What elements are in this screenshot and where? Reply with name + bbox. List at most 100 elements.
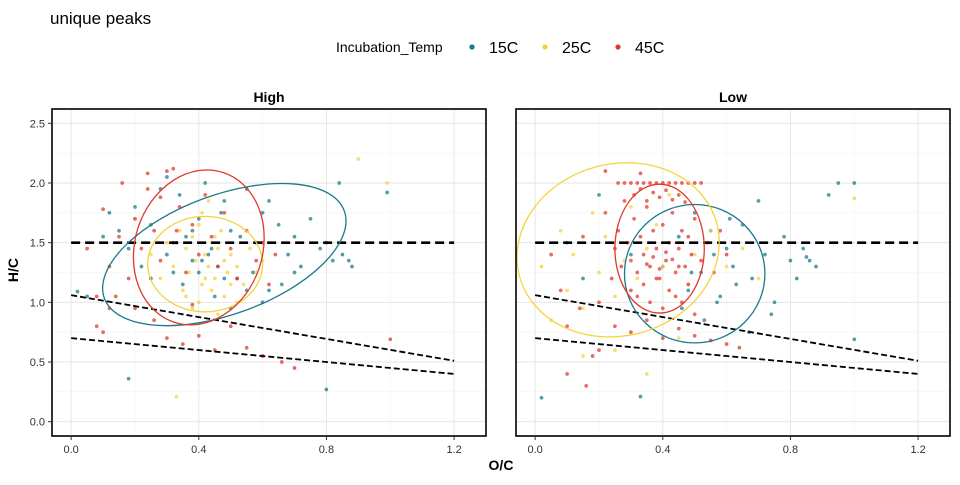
data-point: [644, 199, 649, 203]
data-point: [267, 199, 271, 203]
data-point: [644, 205, 649, 209]
data-point: [683, 200, 687, 204]
data-point: [145, 171, 150, 176]
data-point: [654, 276, 659, 281]
x-tick-label: 0.8: [319, 444, 334, 456]
data-point: [724, 264, 729, 269]
plot-area: [70, 157, 455, 399]
data-point: [734, 282, 739, 287]
data-point: [222, 210, 227, 215]
legend-entry: 15C: [469, 40, 518, 57]
data-point: [187, 270, 192, 275]
data-point: [670, 257, 675, 262]
data-point: [385, 190, 389, 195]
data-point: [603, 169, 608, 173]
legend-label: 15C: [489, 40, 518, 57]
data-point: [152, 318, 156, 323]
data-point: [340, 252, 345, 257]
ellipse-25C: [147, 215, 264, 313]
data-point: [350, 264, 354, 269]
data-point: [165, 175, 169, 179]
data-point: [673, 294, 678, 299]
y-tick-label: 1.0: [30, 297, 45, 309]
data-point: [292, 234, 297, 239]
data-point: [782, 234, 786, 239]
legend-entry: 45C: [615, 40, 664, 57]
data-point: [219, 228, 223, 233]
data-point: [200, 210, 204, 215]
data-point: [216, 264, 220, 269]
data-point: [654, 222, 659, 227]
data-point: [581, 306, 585, 311]
data-point: [702, 318, 707, 323]
data-point: [165, 240, 169, 245]
data-point: [804, 255, 809, 259]
data-point: [635, 181, 640, 185]
plot-area: [516, 162, 919, 400]
data-point: [676, 246, 681, 251]
data-point: [216, 312, 220, 317]
reference-line: [70, 294, 455, 362]
data-point: [228, 228, 233, 233]
y-tick-label: 0.0: [30, 417, 45, 429]
data-point: [692, 312, 697, 317]
panel-high: High 0.0 0.4 0.8 1.2 0.0 0.5 1.0 1.5 2.0 2.5: [30, 89, 487, 456]
x-tick-label: 0.0: [527, 444, 542, 456]
data-point: [638, 234, 643, 239]
data-point: [673, 181, 678, 185]
data-point: [209, 234, 214, 239]
data-point: [244, 345, 249, 350]
data-point: [686, 234, 691, 239]
data-point: [196, 333, 201, 338]
data-point: [184, 234, 188, 239]
panel-border: [515, 108, 951, 437]
legend-entries: 15C 25C 45C: [469, 40, 664, 57]
data-point: [308, 216, 313, 221]
panel-strip-label: High: [253, 89, 284, 105]
data-point: [193, 258, 198, 263]
data-point: [184, 294, 188, 299]
data-point: [241, 282, 246, 287]
data-point: [235, 276, 239, 281]
data-point: [558, 228, 563, 233]
legend-label: 25C: [562, 40, 591, 57]
data-point: [638, 394, 643, 399]
data-point: [836, 181, 841, 185]
data-point: [171, 270, 176, 275]
data-point: [203, 193, 208, 197]
series-45C: [85, 166, 393, 370]
data-point: [763, 252, 767, 257]
ellipse-25C: [516, 162, 720, 338]
data-point: [676, 264, 681, 269]
data-point: [635, 276, 640, 281]
legend-key-45C: [615, 44, 621, 50]
data-point: [203, 181, 208, 185]
data-point: [219, 210, 223, 215]
data-point: [126, 276, 131, 281]
data-point: [826, 193, 831, 197]
data-point: [196, 300, 201, 305]
data-point: [184, 246, 188, 251]
data-point: [756, 199, 761, 203]
data-point: [558, 288, 563, 293]
data-point: [807, 258, 812, 263]
data-point: [180, 288, 185, 293]
data-point: [750, 276, 754, 281]
data-point: [667, 181, 672, 185]
data-point: [794, 276, 799, 281]
ellipse-45C: [614, 183, 705, 314]
data-point: [165, 252, 169, 257]
data-point: [209, 246, 214, 251]
data-point: [616, 181, 620, 185]
data-point: [629, 258, 633, 263]
legend-key-25C: [542, 44, 548, 50]
data-point: [203, 252, 208, 257]
y-axis-label: H/C: [5, 258, 21, 282]
data-point: [565, 288, 569, 293]
x-tick-label: 0.4: [655, 444, 670, 456]
data-point: [731, 264, 735, 269]
data-point: [648, 264, 652, 269]
data-point: [686, 282, 691, 287]
data-point: [299, 264, 303, 269]
data-point: [565, 372, 569, 376]
